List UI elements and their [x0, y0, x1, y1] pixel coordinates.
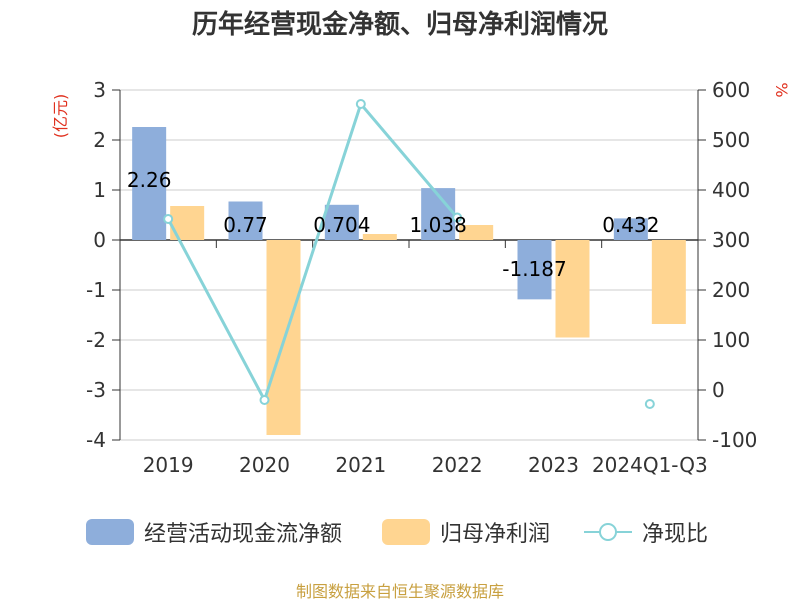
legend-swatch-ratio — [584, 519, 632, 545]
legend-label-net-profit: 归母净利润 — [440, 522, 551, 547]
right-tick-label: 600 — [712, 78, 750, 102]
data-labels: 2.26 0.77 0.704 1.038 -1.187 0.432 — [127, 168, 660, 281]
legend-item-ratio[interactable]: 净现比 — [584, 516, 708, 548]
right-tick-label: 500 — [712, 128, 750, 152]
right-tick-label: 300 — [712, 228, 750, 252]
cash-flow-data-label: 1.038 — [410, 213, 467, 237]
left-tick-label: 3 — [93, 78, 106, 102]
right-tick-label: 0 — [712, 378, 725, 402]
left-tick-label: -3 — [86, 378, 106, 402]
axes: 3 2 1 0 -1 -2 -3 -4 600 500 400 300 200 100 0 -100 2019 2… — [86, 78, 757, 477]
source-note: 制图数据来自恒生聚源数据库 — [295, 582, 504, 601]
left-tick-label: 2 — [93, 128, 106, 152]
ratio-line — [163, 99, 655, 409]
legend: 经营活动现金流净额 归母净利润 净现比 — [0, 516, 800, 556]
net-profit-bar — [362, 234, 397, 240]
left-tick-label: -2 — [86, 328, 106, 352]
right-tick-label: 400 — [712, 178, 750, 202]
cash-flow-data-label: 0.77 — [223, 213, 268, 237]
category-label: 2023 — [528, 453, 579, 477]
left-tick-label: -1 — [86, 278, 106, 302]
category-label: 2019 — [143, 453, 194, 477]
left-tick-label: 1 — [93, 178, 106, 202]
cash-flow-bar — [132, 127, 167, 240]
cash-flow-data-label: 0.432 — [602, 213, 659, 237]
cash-flow-data-label: 0.704 — [313, 213, 370, 237]
category-label: 2020 — [239, 453, 290, 477]
ratio-point — [644, 399, 655, 409]
legend-swatch-net-profit — [382, 519, 430, 545]
ratio-point — [259, 395, 270, 405]
net-profit-bar — [555, 240, 590, 338]
category-label: 2022 — [432, 453, 483, 477]
ratio-point — [452, 212, 463, 223]
right-tick-label: 200 — [712, 278, 750, 302]
ratio-point — [355, 99, 366, 109]
bars — [132, 127, 686, 435]
cash-flow-data-label: 2.26 — [127, 168, 172, 192]
legend-label-ratio: 净现比 — [642, 522, 709, 547]
ratio-point — [163, 214, 174, 224]
right-tick-label: -100 — [712, 428, 757, 452]
right-axis-unit: % — [772, 82, 791, 97]
net-profit-bar — [459, 225, 494, 240]
category-label: 2021 — [335, 453, 386, 477]
left-tick-label: -4 — [86, 428, 106, 452]
left-axis-unit: (亿元) — [51, 94, 70, 139]
legend-label-cash-flow: 经营活动现金流净额 — [144, 522, 343, 547]
cash-flow-bar — [228, 201, 263, 240]
cash-flow-bar — [613, 218, 648, 240]
right-tick-label: 100 — [712, 328, 750, 352]
net-profit-bar — [651, 240, 686, 324]
legend-item-net-profit[interactable]: 归母净利润 — [382, 516, 550, 548]
left-tick-label: 0 — [93, 228, 106, 252]
cash-flow-bar — [324, 204, 359, 240]
grid-lines — [120, 89, 698, 441]
cash-flow-bar — [517, 240, 552, 300]
ratio-line-segment — [166, 100, 459, 404]
category-label: 2024Q1-Q3 — [592, 453, 708, 477]
legend-item-cash-flow[interactable]: 经营活动现金流净额 — [86, 516, 342, 548]
legend-swatch-cash-flow — [86, 519, 134, 545]
cash-flow-data-label: -1.187 — [502, 257, 566, 281]
chart-title: 历年经营现金净额、归母净利润情况 — [191, 10, 608, 40]
